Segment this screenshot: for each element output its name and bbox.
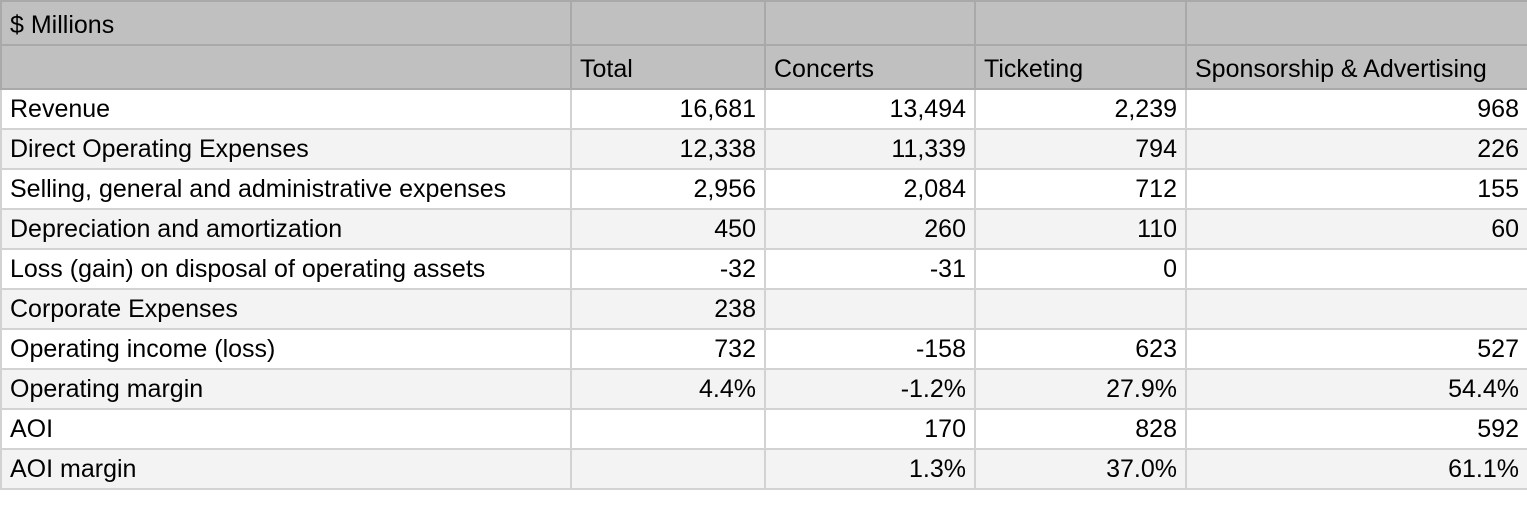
- value-cell[interactable]: [570, 408, 766, 450]
- row-label-cell[interactable]: Operating margin: [0, 368, 572, 410]
- value-cell[interactable]: -1.2%: [764, 368, 976, 410]
- value-cell[interactable]: 11,339: [764, 128, 976, 170]
- value-cell[interactable]: 226: [1185, 128, 1527, 170]
- unit-label-cell[interactable]: $ Millions: [0, 0, 572, 46]
- table-row: Selling, general and administrative expe…: [0, 168, 1527, 210]
- value-cell[interactable]: 794: [974, 128, 1187, 170]
- value-cell[interactable]: 54.4%: [1185, 368, 1527, 410]
- value-cell[interactable]: 592: [1185, 408, 1527, 450]
- row-label-cell[interactable]: Operating income (loss): [0, 328, 572, 370]
- table-row: AOI 170 828 592: [0, 408, 1527, 450]
- value-cell[interactable]: 155: [1185, 168, 1527, 210]
- row-label-cell[interactable]: Loss (gain) on disposal of operating ass…: [0, 248, 572, 290]
- value-cell[interactable]: 1.3%: [764, 448, 976, 490]
- row-label-cell[interactable]: AOI margin: [0, 448, 572, 490]
- value-cell[interactable]: [570, 448, 766, 490]
- value-cell[interactable]: 61.1%: [1185, 448, 1527, 490]
- value-cell[interactable]: 16,681: [570, 88, 766, 130]
- value-cell[interactable]: 110: [974, 208, 1187, 250]
- row-label-cell[interactable]: Depreciation and amortization: [0, 208, 572, 250]
- value-cell[interactable]: 2,084: [764, 168, 976, 210]
- value-cell[interactable]: 0: [974, 248, 1187, 290]
- unit-header-row: $ Millions: [0, 0, 1527, 46]
- row-label-cell[interactable]: Selling, general and administrative expe…: [0, 168, 572, 210]
- value-cell[interactable]: -32: [570, 248, 766, 290]
- value-cell[interactable]: 712: [974, 168, 1187, 210]
- value-cell[interactable]: 4.4%: [570, 368, 766, 410]
- table-row: AOI margin 1.3% 37.0% 61.1%: [0, 448, 1527, 490]
- value-cell[interactable]: [1185, 288, 1527, 330]
- table-row: Corporate Expenses 238: [0, 288, 1527, 330]
- value-cell[interactable]: 170: [764, 408, 976, 450]
- value-cell[interactable]: [974, 288, 1187, 330]
- value-cell[interactable]: 37.0%: [974, 448, 1187, 490]
- value-cell[interactable]: 13,494: [764, 88, 976, 130]
- financial-table: $ Millions Total Concerts Ticketing Spon…: [0, 0, 1527, 490]
- value-cell[interactable]: 968: [1185, 88, 1527, 130]
- value-cell[interactable]: 260: [764, 208, 976, 250]
- value-cell[interactable]: 12,338: [570, 128, 766, 170]
- value-cell[interactable]: 238: [570, 288, 766, 330]
- table-row: Revenue 16,681 13,494 2,239 968: [0, 88, 1527, 130]
- value-cell[interactable]: 60: [1185, 208, 1527, 250]
- row-label-cell[interactable]: AOI: [0, 408, 572, 450]
- value-cell[interactable]: -158: [764, 328, 976, 370]
- column-header-ticketing[interactable]: Ticketing: [974, 44, 1187, 90]
- value-cell[interactable]: 732: [570, 328, 766, 370]
- value-cell[interactable]: -31: [764, 248, 976, 290]
- table-row: Direct Operating Expenses 12,338 11,339 …: [0, 128, 1527, 170]
- value-cell[interactable]: 828: [974, 408, 1187, 450]
- value-cell[interactable]: 27.9%: [974, 368, 1187, 410]
- empty-header-cell[interactable]: [764, 0, 976, 46]
- value-cell[interactable]: 2,239: [974, 88, 1187, 130]
- value-cell[interactable]: 2,956: [570, 168, 766, 210]
- table-row: Operating income (loss) 732 -158 623 527: [0, 328, 1527, 370]
- column-header-row: Total Concerts Ticketing Sponsorship & A…: [0, 44, 1527, 90]
- row-label-cell[interactable]: Direct Operating Expenses: [0, 128, 572, 170]
- value-cell[interactable]: 527: [1185, 328, 1527, 370]
- column-header-total[interactable]: Total: [570, 44, 766, 90]
- empty-header-cell[interactable]: [974, 0, 1187, 46]
- column-header-concerts[interactable]: Concerts: [764, 44, 976, 90]
- value-cell[interactable]: [1185, 248, 1527, 290]
- table-row: Depreciation and amortization 450 260 11…: [0, 208, 1527, 250]
- empty-header-cell[interactable]: [1185, 0, 1527, 46]
- value-cell[interactable]: 450: [570, 208, 766, 250]
- table-row: Loss (gain) on disposal of operating ass…: [0, 248, 1527, 290]
- table-body: $ Millions Total Concerts Ticketing Spon…: [0, 0, 1527, 490]
- row-label-cell[interactable]: Corporate Expenses: [0, 288, 572, 330]
- value-cell[interactable]: [764, 288, 976, 330]
- empty-header-cell[interactable]: [570, 0, 766, 46]
- row-label-cell[interactable]: Revenue: [0, 88, 572, 130]
- value-cell[interactable]: 623: [974, 328, 1187, 370]
- table-row: Operating margin 4.4% -1.2% 27.9% 54.4%: [0, 368, 1527, 410]
- empty-header-cell[interactable]: [0, 44, 572, 90]
- column-header-sponsorship[interactable]: Sponsorship & Advertising: [1185, 44, 1527, 90]
